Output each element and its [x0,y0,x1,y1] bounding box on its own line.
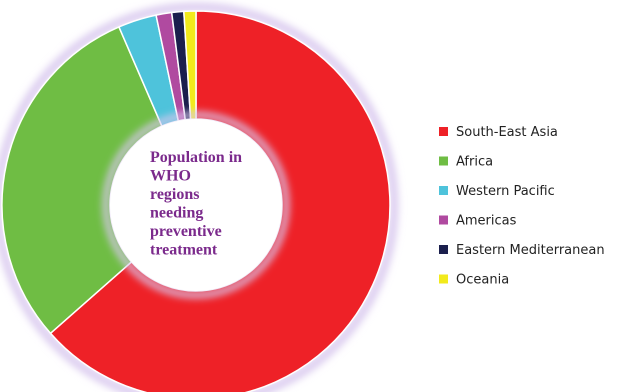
center-title-line: preventive [150,223,222,240]
legend-item: Africa [439,155,493,170]
legend-label: Oceania [456,273,509,288]
center-title-line: treatment [150,242,218,259]
legend-swatch [439,127,448,136]
inner-glow [103,112,289,298]
legend-label: Western Pacific [456,184,555,199]
legend-item: Oceania [439,273,509,288]
center-title-line: regions [150,186,199,203]
outer-glow [0,3,398,392]
center-title-line: needing [150,205,203,222]
legend-label: Americas [456,214,517,229]
center-title-line: Population in [150,149,242,166]
legend-swatch [439,245,448,254]
legend-label: Eastern Mediterranean [456,243,605,258]
legend-item: Western Pacific [439,184,555,199]
donut-hole [110,119,282,291]
legend-swatch [439,215,448,225]
legend-item: Americas [439,214,517,229]
legend-swatch [439,156,448,166]
legend-swatch [439,186,448,195]
legend-label: South-East Asia [456,125,558,140]
legend-item: Eastern Mediterranean [439,243,605,258]
legend: South-East Asia Africa Western Pacific Amer… [439,125,605,288]
legend-swatch [439,274,448,284]
center-title-line: WHO [150,168,191,185]
legend-item: South-East Asia [439,125,558,140]
legend-label: Africa [456,155,493,170]
